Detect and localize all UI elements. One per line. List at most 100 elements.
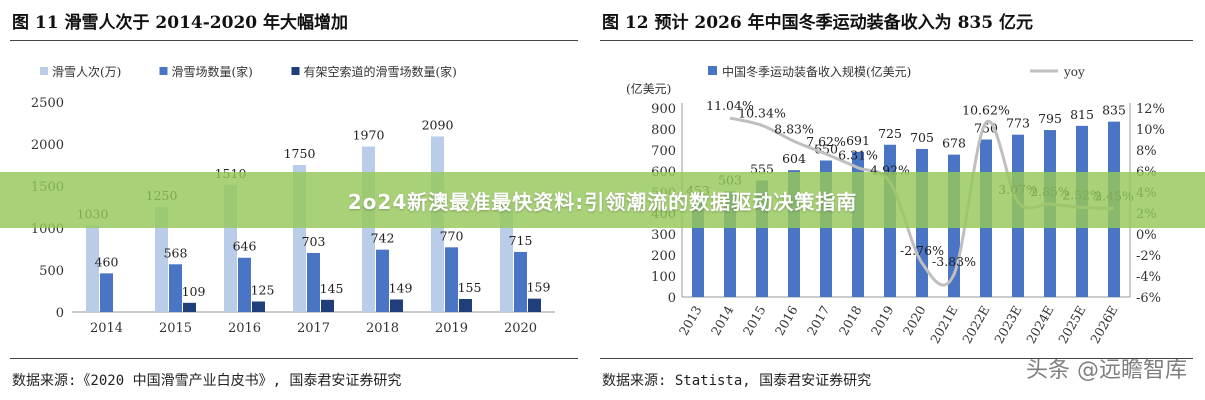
left-source-rule — [10, 358, 578, 359]
x-tick-label-12: 2025E — [1055, 303, 1088, 346]
legend-label-0: 中国冬季运动装备收入规模(亿美元) — [722, 64, 911, 79]
bar-1-3 — [307, 252, 320, 312]
yoy-label-4: 7.62% — [806, 134, 846, 149]
legend-swatch-2 — [291, 67, 300, 75]
data-label-0-12: 815 — [1070, 107, 1094, 122]
data-label-0-8: 678 — [942, 136, 966, 151]
x-tick-label-3: 2017 — [297, 321, 330, 336]
data-label-0-11: 795 — [1038, 111, 1062, 126]
data-label-1-6: 715 — [509, 233, 533, 248]
data-label-1-5: 770 — [440, 228, 464, 243]
y2-tick-label-1: -4% — [1136, 270, 1161, 285]
legend-label-2: 有架空索道的滑雪场数量(家) — [304, 64, 457, 79]
x-tick-label-5: 2018 — [836, 303, 865, 338]
x-tick-label-3: 2016 — [772, 303, 801, 338]
bar-0-0 — [86, 225, 99, 312]
data-label-2-6: 159 — [527, 280, 551, 295]
yoy-label-5: 6.31% — [838, 148, 878, 163]
yoy-label-3: 8.83% — [774, 121, 814, 136]
y-tick-label-5: 2500 — [31, 96, 64, 111]
x-tick-label-6: 2019 — [868, 303, 897, 338]
bar-1-4 — [376, 249, 389, 312]
legend-label-0: 滑雪人次(万) — [52, 65, 121, 79]
data-label-0-3: 1750 — [284, 146, 316, 161]
y-tick-label-2: 200 — [651, 249, 676, 264]
data-label-0-10: 773 — [1006, 116, 1030, 131]
data-label-0-5: 691 — [846, 133, 870, 148]
data-label-2-1: 109 — [182, 284, 206, 299]
y-tick-label-4: 2000 — [31, 138, 64, 153]
x-tick-label-0: 2014 — [90, 321, 123, 336]
y-axis-unit-label: (亿美元) — [626, 81, 671, 96]
bar-1-5 — [445, 247, 458, 312]
bar-2-2 — [252, 301, 265, 312]
left-title-rule — [10, 40, 578, 41]
bar-2-1 — [183, 302, 196, 312]
x-tick-label-1: 2014 — [708, 303, 737, 338]
x-tick-label-5: 2019 — [435, 321, 468, 336]
y-tick-label-7: 700 — [651, 144, 676, 159]
x-tick-label-10: 2023E — [991, 303, 1024, 346]
promo-banner-text: 2o24新澳最准最快资料:引领潮流的数据驱动决策指南 — [347, 189, 858, 214]
x-tick-label-8: 2021E — [927, 303, 960, 346]
x-tick-label-11: 2024E — [1023, 303, 1056, 346]
bar-0-6 — [500, 203, 513, 312]
x-tick-label-0: 2013 — [676, 303, 705, 338]
bar-2-5 — [459, 298, 472, 312]
data-label-0-13: 835 — [1102, 103, 1126, 118]
y2-tick-label-3: 0% — [1136, 228, 1157, 243]
y-tick-label-1: 100 — [651, 270, 676, 285]
right-chart-title: 图 12 预计 2026 年中国冬季运动装备收入为 835 亿元 — [602, 13, 1033, 33]
yoy-label-8: -3.83% — [932, 254, 976, 269]
bar-1-0 — [100, 273, 113, 312]
y-tick-label-1: 500 — [39, 264, 64, 279]
y2-tick-label-0: -6% — [1136, 291, 1161, 306]
x-tick-label-4: 2017 — [804, 303, 833, 338]
legend-swatch-1 — [159, 67, 168, 75]
x-tick-label-7: 2020 — [900, 303, 929, 338]
bar-1-1 — [169, 264, 182, 312]
bar-2-4 — [390, 299, 403, 312]
legend-swatch-0 — [708, 66, 717, 75]
x-tick-label-2: 2016 — [228, 321, 261, 336]
right-title-rule — [600, 40, 1193, 41]
data-label-2-4: 149 — [389, 280, 413, 295]
y2-tick-label-8: 10% — [1136, 123, 1165, 138]
yoy-label-9: 10.62% — [962, 102, 1010, 117]
y2-tick-label-2: -2% — [1136, 249, 1161, 264]
data-label-2-2: 125 — [251, 283, 275, 298]
bar-1-2 — [238, 257, 251, 312]
data-label-1-1: 568 — [164, 245, 188, 260]
data-label-1-3: 703 — [302, 234, 326, 249]
y2-tick-label-9: 12% — [1136, 102, 1165, 117]
x-tick-label-9: 2022E — [959, 303, 992, 346]
data-label-0-6: 725 — [878, 126, 902, 141]
bar-0-1 — [155, 207, 168, 312]
data-label-1-2: 646 — [233, 239, 257, 254]
x-tick-label-4: 2018 — [366, 321, 399, 336]
x-tick-label-2: 2015 — [740, 303, 769, 338]
promo-banner: 2o24新澳最准最快资料:引领潮流的数据驱动决策指南 — [0, 172, 1205, 228]
y-tick-label-3: 300 — [651, 228, 676, 243]
y2-tick-label-7: 8% — [1136, 144, 1157, 159]
data-label-0-7: 705 — [910, 130, 934, 145]
x-tick-label-6: 2020 — [504, 321, 537, 336]
yoy-label-1: 11.04% — [706, 98, 754, 113]
data-label-1-0: 460 — [95, 254, 119, 269]
y-tick-label-0: 0 — [668, 291, 676, 306]
data-label-0-3: 604 — [782, 151, 806, 166]
legend-label-1: 滑雪场数量(家) — [172, 64, 253, 79]
y-tick-label-0: 0 — [56, 306, 64, 321]
data-label-1-4: 742 — [371, 231, 395, 246]
x-tick-label-1: 2015 — [159, 321, 192, 336]
bar-2-6 — [528, 298, 541, 312]
data-label-2-5: 155 — [458, 280, 482, 295]
right-source-rule — [600, 358, 1193, 359]
data-label-0-4: 1970 — [353, 128, 385, 143]
y-tick-label-8: 800 — [651, 123, 676, 138]
bar-1-6 — [514, 251, 527, 312]
bar-2-3 — [321, 299, 334, 312]
watermark: 头条 @远瞻智库 — [1026, 358, 1187, 383]
data-label-0-5: 2090 — [422, 117, 454, 132]
yoy-label-2: 10.34% — [738, 105, 786, 120]
